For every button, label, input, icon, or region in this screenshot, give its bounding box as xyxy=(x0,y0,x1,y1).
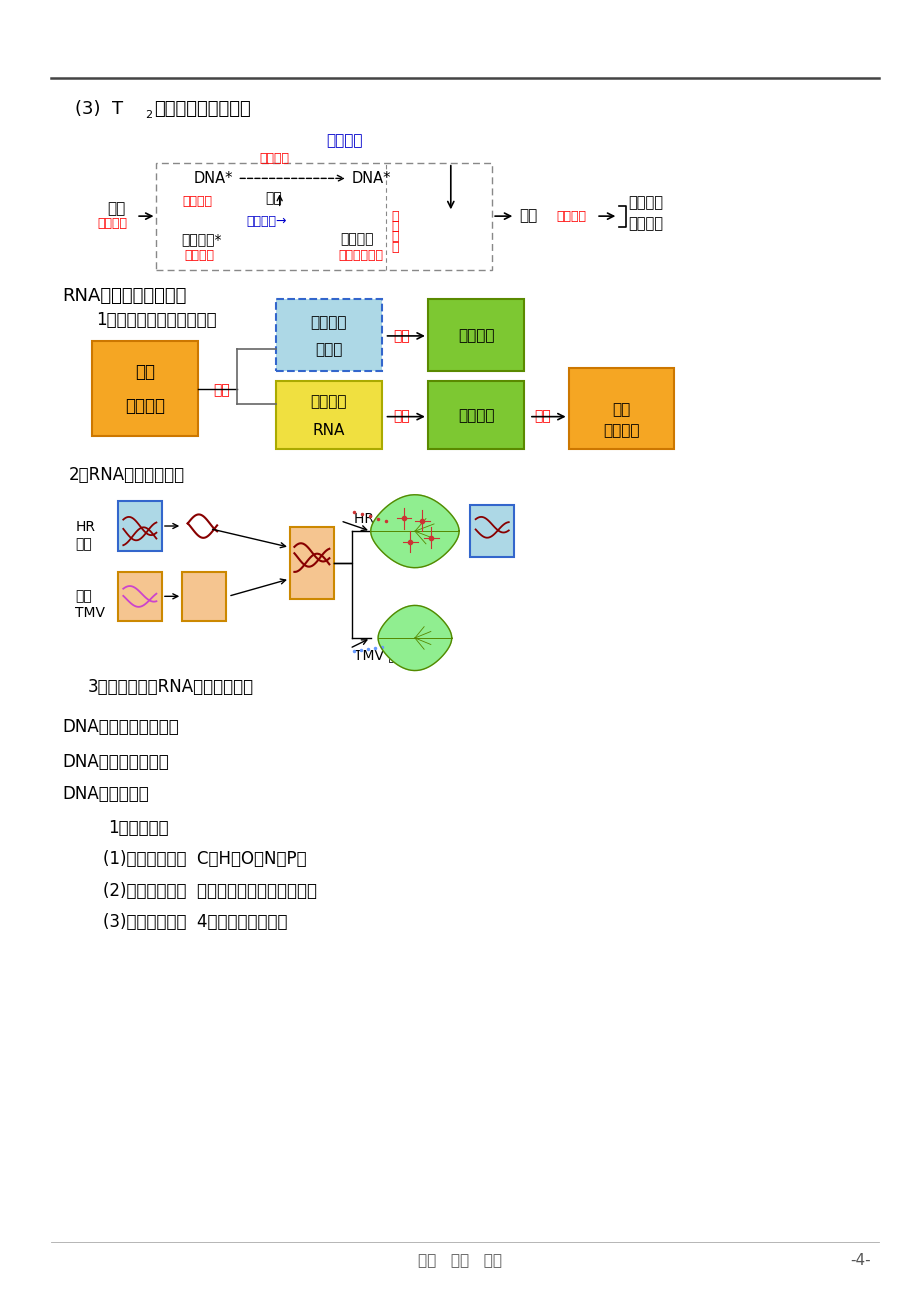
Text: 分离: 分离 xyxy=(213,384,230,397)
Text: 花叶病毒: 花叶病毒 xyxy=(125,397,165,415)
Text: 原料: 原料 xyxy=(265,191,281,204)
Text: 装: 装 xyxy=(391,230,398,243)
Text: (1)基本元素组成  C、H、O、N、P等: (1)基本元素组成 C、H、O、N、P等 xyxy=(103,850,306,868)
Text: （注入）: （注入） xyxy=(182,195,212,208)
Text: 寄主细胞→: 寄主细胞→ xyxy=(246,215,287,228)
FancyBboxPatch shape xyxy=(427,299,524,371)
FancyBboxPatch shape xyxy=(276,381,381,449)
Text: 健壮烟叶: 健壮烟叶 xyxy=(458,328,494,342)
Text: RNA: RNA xyxy=(312,423,345,437)
Text: 感染: 感染 xyxy=(534,410,550,423)
Text: DNA是主要的遗传物质: DNA是主要的遗传物质 xyxy=(62,717,179,736)
Text: （吸附）: （吸附） xyxy=(97,217,127,230)
Text: 2．RNA病毒重建实验: 2．RNA病毒重建实验 xyxy=(69,466,185,484)
Text: 组: 组 xyxy=(391,220,398,233)
Text: TMV 抗体: TMV 抗体 xyxy=(354,648,405,661)
Text: (3)  T: (3) T xyxy=(75,100,123,118)
Text: （重新合成）: （重新合成） xyxy=(338,249,383,262)
Text: 烟草: 烟草 xyxy=(612,402,630,418)
Text: 形态相同: 形态相同 xyxy=(628,195,663,211)
Text: 接种: 接种 xyxy=(393,410,410,423)
Text: （释放）: （释放） xyxy=(556,210,586,223)
Text: TMV: TMV xyxy=(75,607,106,620)
Text: DNA*: DNA* xyxy=(351,171,391,186)
Text: 普通: 普通 xyxy=(75,590,92,603)
Text: 健壮烟叶: 健壮烟叶 xyxy=(458,408,494,423)
FancyBboxPatch shape xyxy=(276,299,381,371)
Text: 复制繁殖: 复制繁殖 xyxy=(326,133,363,148)
FancyBboxPatch shape xyxy=(118,572,162,621)
Text: ）: ） xyxy=(391,241,398,254)
Polygon shape xyxy=(370,495,459,568)
FancyBboxPatch shape xyxy=(470,505,514,557)
Text: (2)基本组成物质  脱氧核糖、含氮碱基、磷酸: (2)基本组成物质 脱氧核糖、含氮碱基、磷酸 xyxy=(103,881,317,900)
Text: 接种: 接种 xyxy=(393,329,410,342)
FancyBboxPatch shape xyxy=(568,368,674,449)
Text: （复制）: （复制） xyxy=(259,152,289,165)
Text: 外壳蛋白*: 外壳蛋白* xyxy=(181,233,221,246)
Text: 2: 2 xyxy=(145,109,153,120)
Text: 花叶病毒: 花叶病毒 xyxy=(603,423,639,439)
FancyBboxPatch shape xyxy=(289,527,334,599)
Text: 习性一样: 习性一样 xyxy=(628,216,663,232)
Text: 专心   爱心   用心: 专心 爱心 用心 xyxy=(417,1253,502,1268)
Text: DNA*: DNA* xyxy=(193,171,233,186)
FancyBboxPatch shape xyxy=(118,501,162,551)
Text: 3．分析结论：RNA也是遗传物质: 3．分析结论：RNA也是遗传物质 xyxy=(87,678,254,697)
Text: 1．结构层次: 1．结构层次 xyxy=(108,819,169,837)
Text: 花叶病毒: 花叶病毒 xyxy=(311,395,346,409)
Text: 蛋白质: 蛋白质 xyxy=(315,342,342,357)
Polygon shape xyxy=(378,605,451,671)
Text: DNA分子结构和特点: DNA分子结构和特点 xyxy=(62,753,169,771)
Text: （: （ xyxy=(391,210,398,223)
FancyBboxPatch shape xyxy=(182,572,226,621)
FancyBboxPatch shape xyxy=(92,341,198,436)
Text: （外留）: （外留） xyxy=(184,249,214,262)
FancyBboxPatch shape xyxy=(427,381,524,449)
Text: 外壳蛋白: 外壳蛋白 xyxy=(340,233,373,246)
Text: HR 抗体: HR 抗体 xyxy=(354,512,395,525)
Text: 烟草: 烟草 xyxy=(135,362,154,380)
Text: 花叶病毒: 花叶病毒 xyxy=(311,315,346,329)
Text: 植株: 植株 xyxy=(75,538,92,551)
Text: 噬菌体复制繁殖过程: 噬菌体复制繁殖过程 xyxy=(153,100,250,118)
Text: HR: HR xyxy=(75,521,96,534)
Text: RNA是遗传物质的证据: RNA是遗传物质的证据 xyxy=(62,286,187,305)
Text: DNA分子的结构: DNA分子的结构 xyxy=(62,785,149,803)
Text: (3)基本结构单位  4种脱氧核糖核苷酸: (3)基本结构单位 4种脱氧核糖核苷酸 xyxy=(103,913,288,931)
Text: 子代: 子代 xyxy=(518,208,537,224)
Text: 1．烟草花叶病毒感染实验: 1．烟草花叶病毒感染实验 xyxy=(96,311,217,329)
Text: -4-: -4- xyxy=(849,1253,869,1268)
Text: 亲代: 亲代 xyxy=(108,201,126,216)
